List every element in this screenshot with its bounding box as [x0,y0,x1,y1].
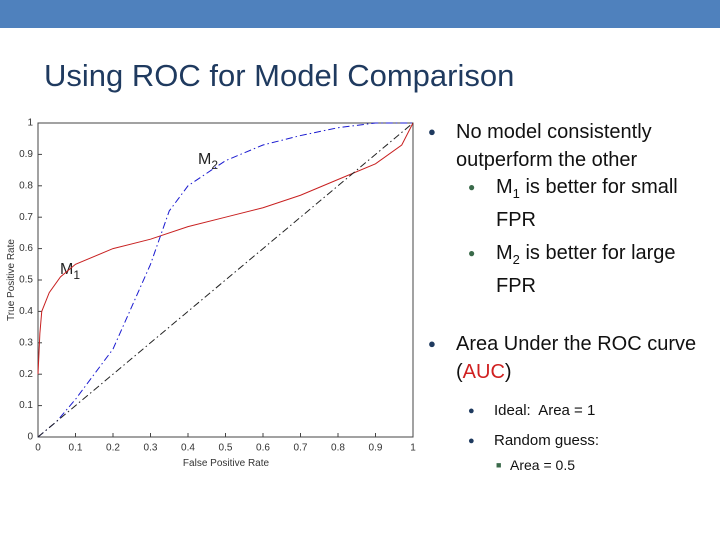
x-tick-label: 0 [35,443,41,454]
x-tick-label: 0.4 [181,443,195,454]
y-tick-label: 0.2 [19,369,33,380]
y-tick-label: 0.1 [19,400,33,411]
bullet-text: Ideal: Area = 1 [494,402,596,419]
bullet-sub: 1 [512,186,520,201]
x-tick-label: 0.5 [219,443,233,454]
roc-curve [37,122,414,438]
label-text: M [198,151,211,168]
bullet-text: Area = 0.5 [510,457,575,473]
x-tick-label: 0.7 [294,443,308,454]
y-tick-label: 0.4 [19,306,33,317]
x-tick-label: 1 [410,443,416,454]
x-tick-label: 0.9 [369,443,383,454]
top-bar [0,0,720,28]
x-tick-label: 0.6 [256,443,270,454]
bullet-text: is better for small FPR [496,176,678,231]
bullet: ● Random guess: [468,432,600,449]
bullet: ● No model consistently outperform the ot… [428,121,652,171]
roc-curve [37,122,413,438]
y-tick-label: 0.5 [19,275,33,286]
y-tick-label: 0.9 [19,149,33,160]
bullet-sub: 2 [512,252,520,267]
bullet-text: No model consistently outperform the oth… [456,121,652,171]
roc-curve [37,122,414,375]
y-tick-label: 0.8 [19,180,33,191]
bullet-highlight: AUC [462,361,505,383]
bullet: ■ Area = 0.5 [496,457,575,473]
y-tick-label: 0.6 [19,243,33,254]
bullet: ● Ideal: Area = 1 [468,402,596,419]
x-tick-label: 0.8 [331,443,345,454]
label-sub: 1 [73,268,80,282]
y-tick-label: 0 [27,432,33,443]
series-label: M2 [198,151,218,172]
bullet-text: Area Under the ROC curve ( [456,333,697,383]
bullet: ● M2 is better for large FPR [468,242,676,297]
label-sub: 2 [211,158,218,172]
bullet-text: is better for large FPR [496,242,676,297]
bullet-text: M [496,176,513,198]
slide-title: Using ROC for Model Comparison [44,58,515,93]
y-tick-label: 0.7 [19,212,33,223]
y-tick-label: 1 [27,118,33,129]
bullet: ● M1 is better for small FPR [468,176,678,231]
y-tick-label: 0.3 [19,337,33,348]
bullet-text: M [496,242,513,264]
bullet-text: Random guess: [494,432,600,449]
x-tick-label: 0.3 [144,443,158,454]
series-label: M1 [60,261,80,282]
bullet-list: ● No model consistently outperform the ot… [428,118,718,476]
x-tick-label: 0.1 [69,443,83,454]
y-axis-label: True Positive Rate [6,239,17,321]
bullet-text: ) [504,361,512,383]
x-tick-label: 0.2 [106,443,120,454]
x-axis-label: False Positive Rate [183,458,270,469]
bullet: ● Area Under the ROC curve (AUC) [428,333,697,383]
label-text: M [60,261,73,278]
